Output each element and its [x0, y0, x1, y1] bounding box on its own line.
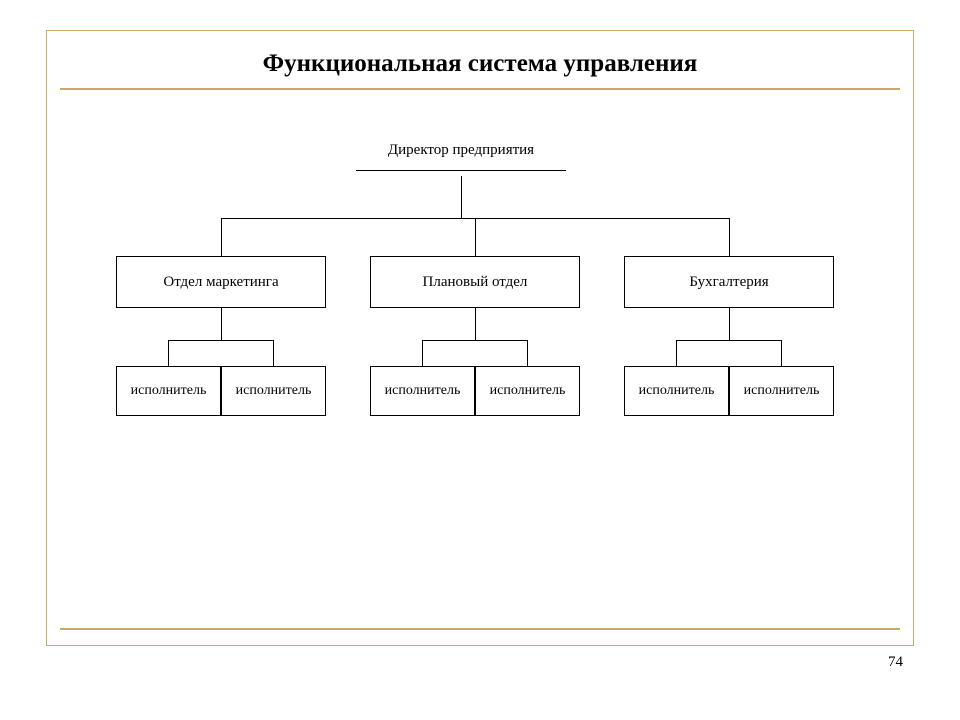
conn-dept-drop-0: [221, 218, 222, 256]
conn-root-down: [461, 176, 462, 218]
dept-node-0: Отдел маркетинга: [116, 256, 326, 308]
conn-d2l-bus-1: [422, 340, 527, 341]
conn-d2l-drop-2-0: [676, 340, 677, 366]
conn-d2l-bus-2: [676, 340, 781, 341]
conn-d2l-drop-0-1: [273, 340, 274, 366]
conn-d2l-bus-0: [168, 340, 273, 341]
page-title: Функциональная система управления: [150, 50, 810, 78]
dept-node-1: Плановый отдел: [370, 256, 580, 308]
conn-d2l-drop-2-1: [781, 340, 782, 366]
leaf-node-3: исполнитель: [475, 366, 580, 416]
leaf-node-1: исполнитель: [221, 366, 326, 416]
conn-d2l-stem-0: [221, 308, 222, 340]
leaf-node-5: исполнитель: [729, 366, 834, 416]
top-rule: [60, 88, 900, 90]
conn-d2l-stem-2: [729, 308, 730, 340]
leaf-node-2: исполнитель: [370, 366, 475, 416]
conn-d2l-drop-1-1: [527, 340, 528, 366]
leaf-node-4: исполнитель: [624, 366, 729, 416]
page-number: 74: [888, 654, 903, 671]
slide-frame: [46, 30, 914, 646]
conn-dept-drop-1: [475, 218, 476, 256]
root-underline: [356, 170, 566, 171]
conn-d2l-drop-1-0: [422, 340, 423, 366]
leaf-node-0: исполнитель: [116, 366, 221, 416]
conn-dept-drop-2: [729, 218, 730, 256]
conn-d2l-stem-1: [475, 308, 476, 340]
bottom-rule: [60, 628, 900, 630]
conn-d2l-drop-0-0: [168, 340, 169, 366]
dept-node-2: Бухгалтерия: [624, 256, 834, 308]
